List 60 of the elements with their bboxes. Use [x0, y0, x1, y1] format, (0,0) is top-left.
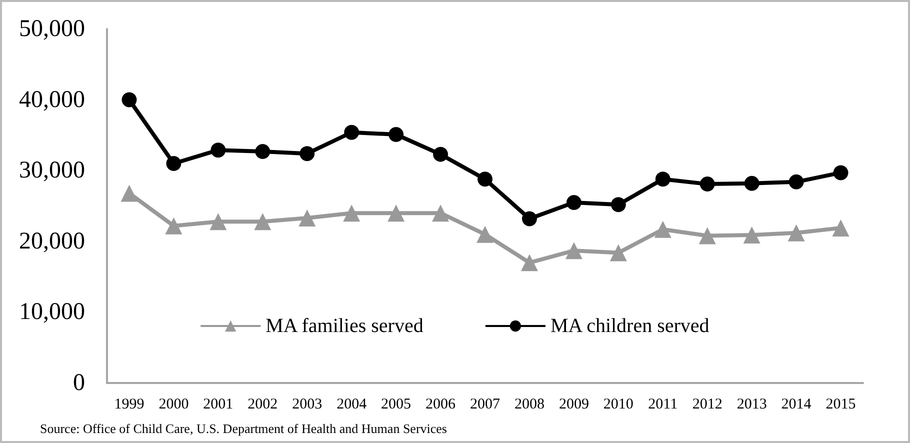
x-tick-label: 2015: [826, 396, 856, 412]
point: [478, 172, 492, 187]
x-tick-label: 2006: [426, 396, 456, 412]
point: [522, 211, 537, 226]
point: [254, 213, 272, 230]
x-tick-label: 2014: [781, 396, 812, 412]
x-tick-label: 2008: [514, 396, 544, 412]
x-tick-label: 2005: [381, 396, 412, 412]
x-tick-label: 2012: [692, 396, 722, 412]
x-tick-label: 2010: [603, 396, 634, 412]
point: [432, 204, 450, 222]
x-tick-label: 2000: [158, 396, 189, 412]
point: [210, 142, 226, 158]
point: [300, 146, 315, 162]
point: [743, 226, 760, 244]
point: [343, 204, 360, 222]
x-tick-label: 2013: [736, 396, 767, 412]
point: [565, 242, 582, 260]
point: [654, 220, 672, 238]
point: [698, 227, 716, 244]
point: [476, 226, 494, 243]
x-tick-label: 2011: [648, 396, 678, 412]
point: [700, 176, 715, 192]
point: [120, 184, 138, 202]
y-tick-label: 10,000: [19, 299, 85, 326]
point: [655, 172, 670, 187]
point: [166, 156, 182, 172]
point: [433, 146, 448, 162]
x-tick-label: 2004: [336, 396, 368, 412]
x-tick-label: 2009: [558, 396, 589, 412]
source-note: Source: Office of Child Care, U.S. Department of Health and Human Services: [40, 421, 447, 436]
point: [788, 174, 804, 190]
point: [122, 92, 137, 108]
point: [610, 244, 627, 262]
point: [165, 217, 182, 234]
point: [520, 254, 538, 272]
y-tick-label: 20,000: [19, 228, 85, 254]
point: [610, 197, 626, 212]
point: [388, 204, 405, 222]
y-tick-label: 40,000: [19, 86, 85, 113]
point: [344, 124, 360, 140]
point: [788, 224, 805, 242]
point: [388, 126, 404, 142]
point: [744, 176, 760, 191]
point: [566, 194, 582, 210]
x-tick-label: 2007: [470, 396, 500, 412]
point: [832, 219, 850, 236]
point: [298, 210, 316, 227]
point: [833, 165, 848, 180]
legend-label: MA children served: [550, 315, 710, 337]
y-tick-label: 0: [73, 370, 85, 396]
x-tick-label: 2001: [203, 396, 234, 412]
point: [210, 213, 227, 230]
point: [255, 144, 270, 159]
y-tick-label: 50,000: [19, 16, 85, 42]
y-tick-label: 30,000: [19, 158, 85, 184]
x-tick-label: 2002: [248, 396, 278, 412]
x-tick-label: 1999: [114, 396, 144, 412]
x-tick-label: 2003: [292, 396, 322, 412]
legend-label: MA families served: [266, 315, 424, 337]
